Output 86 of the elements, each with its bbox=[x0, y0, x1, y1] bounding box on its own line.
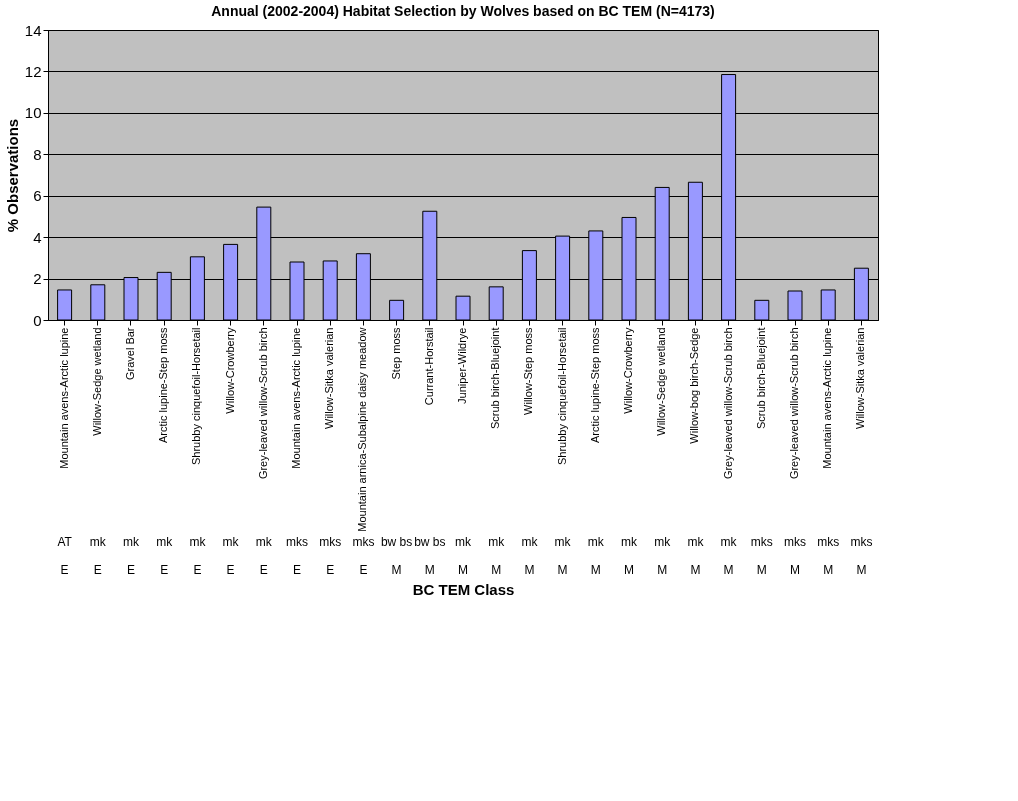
x-axis-title: BC TEM Class bbox=[412, 580, 515, 598]
text: E bbox=[60, 563, 69, 577]
x-tick-label: Willow-Sitka valerian bbox=[854, 327, 867, 429]
text: M bbox=[524, 563, 535, 577]
x-tick-label: Gravel Bar bbox=[124, 327, 136, 381]
text: mks bbox=[352, 535, 375, 549]
text: E bbox=[160, 563, 169, 577]
x-tick-label: Shrubby cinquefoil-Horsetail bbox=[555, 327, 568, 466]
text: E bbox=[226, 563, 235, 577]
text: E bbox=[259, 563, 268, 577]
text: mk bbox=[189, 535, 207, 549]
text: mks bbox=[817, 535, 840, 549]
x-tick-label: Willow-Sitka valerian bbox=[323, 327, 336, 429]
y-tick-label: 2 bbox=[33, 270, 42, 288]
x-tick-label: Juniper-Wildrye bbox=[456, 327, 468, 404]
text: M bbox=[491, 563, 502, 577]
text: M bbox=[690, 563, 701, 577]
text: mk bbox=[89, 535, 107, 549]
y-tick-label: 12 bbox=[24, 62, 42, 80]
text: M bbox=[657, 563, 668, 577]
text: mk bbox=[720, 535, 738, 549]
x-tick-label: Willow-Step moss bbox=[522, 327, 535, 415]
x-tick-label: Willow-Sedge wetland bbox=[90, 327, 103, 436]
text: M bbox=[856, 563, 867, 577]
x-tick-label: Willow-bog birch-Sedge bbox=[688, 327, 701, 444]
x-tick-label: Mountain avens-Arctic lupine bbox=[821, 327, 834, 469]
text: mk bbox=[521, 535, 539, 549]
text: M bbox=[790, 563, 800, 577]
text: M bbox=[756, 563, 767, 577]
text: E bbox=[359, 563, 368, 577]
text: M bbox=[424, 563, 435, 577]
y-axis-title: % Observations bbox=[3, 118, 21, 233]
text: mks bbox=[850, 535, 873, 549]
y-tick-label: 6 bbox=[33, 187, 42, 205]
text: mk bbox=[554, 535, 572, 549]
text: mk bbox=[222, 535, 240, 549]
y-tick-label: 8 bbox=[33, 145, 42, 163]
y-tick-label: 10 bbox=[24, 104, 42, 122]
x-tick-label: Scrub birch-Bluejoint bbox=[489, 327, 502, 429]
text: mks bbox=[286, 535, 308, 549]
text: E bbox=[126, 563, 136, 577]
text: AT bbox=[57, 535, 73, 549]
x-tick-label: Step moss bbox=[389, 327, 402, 380]
text: mks bbox=[784, 535, 806, 549]
x-tick-label: Grey-leaved willow-Scrub birch bbox=[788, 327, 800, 480]
text: mk bbox=[156, 535, 174, 549]
text: M bbox=[823, 563, 834, 577]
text: mk bbox=[687, 535, 705, 549]
x-tick-label: Scrub birch-Bluejoint bbox=[754, 327, 767, 429]
text: E bbox=[326, 563, 335, 577]
text: M bbox=[624, 563, 634, 577]
text: E bbox=[93, 563, 102, 577]
text: M bbox=[391, 563, 402, 577]
text: mk bbox=[587, 535, 605, 549]
text: mks bbox=[750, 535, 773, 549]
x-tick-label: Mountain arnica-Subalpine daisy meadow bbox=[356, 327, 369, 532]
x-tick-label: Mountain avens-Arctic lupine bbox=[290, 327, 302, 469]
y-tick-label: 0 bbox=[33, 311, 42, 329]
text: E bbox=[193, 563, 202, 577]
x-tick-label: Grey-leaved willow-Scrub birch bbox=[721, 327, 734, 480]
text: M bbox=[557, 563, 568, 577]
text: mk bbox=[123, 535, 140, 549]
text: mk bbox=[255, 535, 273, 549]
y-tick-label: 4 bbox=[33, 228, 42, 246]
text: mk bbox=[455, 535, 472, 549]
y-tick-label: 14 bbox=[24, 21, 42, 39]
chart-title: Annual (2002-2004) Habitat Selection by Wolves based on BC TEM (N=4173) bbox=[211, 3, 715, 19]
x-tick-label: Willow-Crowberry bbox=[622, 327, 634, 414]
x-tick-label: Willow-Crowberry bbox=[223, 327, 236, 414]
x-tick-label: Mountain avens-Arctic lupine bbox=[57, 327, 70, 469]
text: mk bbox=[654, 535, 672, 549]
text: mks bbox=[319, 535, 342, 549]
text: mk bbox=[621, 535, 638, 549]
x-tick-label: Grey-leaved willow-Scrub birch bbox=[256, 327, 269, 480]
x-tick-label: Shrubby cinquefoil-Horsetail bbox=[190, 327, 203, 466]
x-tick-label: Willow-Sedge wetland bbox=[655, 327, 668, 436]
text: bw bs bbox=[380, 535, 413, 549]
text: E bbox=[292, 563, 302, 577]
x-tick-label: Arctic lupine-Step moss bbox=[157, 327, 170, 444]
x-tick-label: Currant-Horstail bbox=[422, 327, 435, 406]
text: M bbox=[590, 563, 601, 577]
text: M bbox=[723, 563, 734, 577]
x-tick-label: Arctic lupine-Step moss bbox=[588, 327, 601, 444]
text: mk bbox=[488, 535, 506, 549]
text: M bbox=[458, 563, 468, 577]
text: bw bs bbox=[414, 535, 446, 549]
